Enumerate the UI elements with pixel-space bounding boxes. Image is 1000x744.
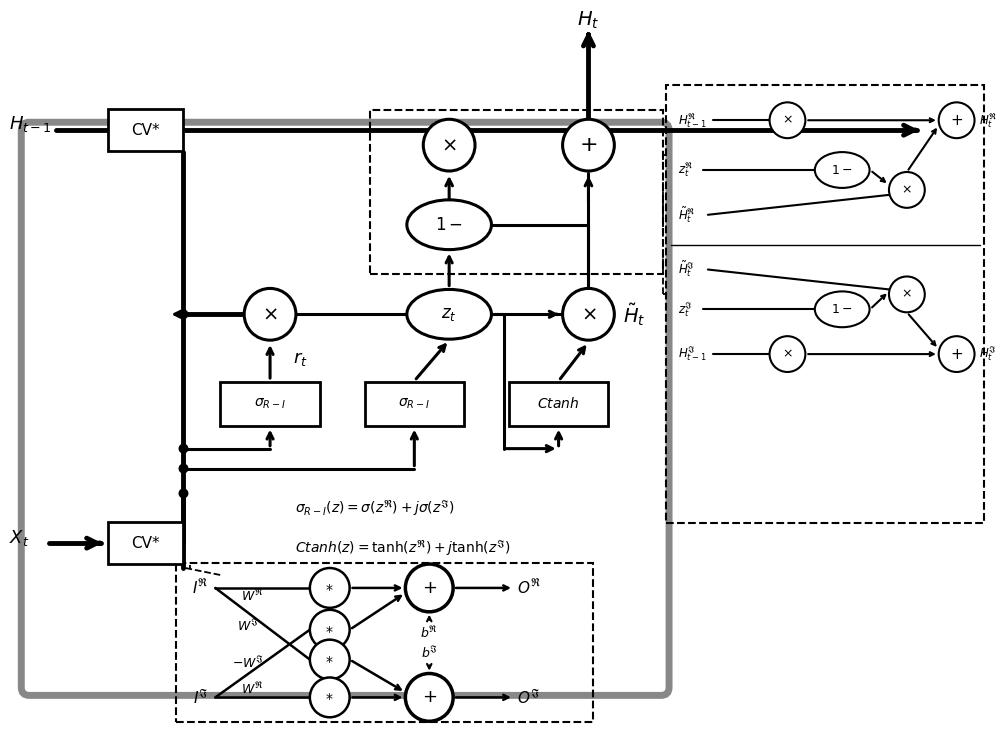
Text: $*$: $*$ bbox=[325, 652, 334, 667]
FancyBboxPatch shape bbox=[108, 109, 183, 151]
FancyBboxPatch shape bbox=[21, 122, 669, 696]
Text: $*$: $*$ bbox=[325, 623, 334, 637]
Circle shape bbox=[310, 610, 350, 650]
Text: $1-$: $1-$ bbox=[831, 303, 853, 315]
Text: $W^{\mathfrak{I}}$: $W^{\mathfrak{I}}$ bbox=[237, 618, 259, 634]
Text: $1-$: $1-$ bbox=[831, 164, 853, 176]
Text: $\times$: $\times$ bbox=[581, 305, 596, 324]
Text: $-W^{\mathfrak{I}}$: $-W^{\mathfrak{I}}$ bbox=[232, 655, 264, 672]
Text: $1-$: $1-$ bbox=[435, 216, 463, 234]
Text: $+$: $+$ bbox=[579, 135, 598, 155]
Text: $Ctanh(z)=\tanh(z^{\mathfrak{R}})+j\tanh(z^{\mathfrak{I}})$: $Ctanh(z)=\tanh(z^{\mathfrak{R}})+j\tanh… bbox=[295, 538, 510, 558]
Circle shape bbox=[244, 289, 296, 340]
FancyBboxPatch shape bbox=[220, 382, 320, 426]
Circle shape bbox=[179, 464, 188, 473]
Text: $\times$: $\times$ bbox=[441, 135, 457, 155]
Text: $\times$: $\times$ bbox=[782, 114, 793, 126]
Text: $\times$: $\times$ bbox=[262, 305, 278, 324]
Text: $I^{\mathfrak{R}}$: $I^{\mathfrak{R}}$ bbox=[192, 579, 209, 597]
FancyBboxPatch shape bbox=[509, 382, 608, 426]
Text: $O^{\mathfrak{I}}$: $O^{\mathfrak{I}}$ bbox=[517, 688, 540, 707]
Circle shape bbox=[770, 103, 805, 138]
Circle shape bbox=[310, 678, 350, 717]
Text: $W^{\mathfrak{R}}$: $W^{\mathfrak{R}}$ bbox=[241, 588, 263, 604]
Text: $b^{\mathfrak{I}}$: $b^{\mathfrak{I}}$ bbox=[421, 644, 438, 661]
Text: $\tilde{H}^{\mathfrak{I}}_t$: $\tilde{H}^{\mathfrak{I}}_t$ bbox=[678, 260, 695, 280]
Text: $\sigma_{R-I}(z)=\sigma(z^{\mathfrak{R}})+j\sigma(z^{\mathfrak{I}})$: $\sigma_{R-I}(z)=\sigma(z^{\mathfrak{R}}… bbox=[295, 498, 454, 519]
FancyBboxPatch shape bbox=[365, 382, 464, 426]
Text: $H^{\mathfrak{I}}_t$: $H^{\mathfrak{I}}_t$ bbox=[979, 344, 996, 364]
Circle shape bbox=[310, 568, 350, 608]
Text: $\times$: $\times$ bbox=[782, 347, 793, 361]
Text: $z^{\mathfrak{R}}_t$: $z^{\mathfrak{R}}_t$ bbox=[678, 161, 694, 179]
Text: $+$: $+$ bbox=[422, 579, 437, 597]
Text: $z_t$: $z_t$ bbox=[441, 305, 457, 324]
Ellipse shape bbox=[815, 292, 870, 327]
Text: $b^{\mathfrak{R}}$: $b^{\mathfrak{R}}$ bbox=[420, 625, 438, 641]
Text: $*$: $*$ bbox=[325, 690, 334, 705]
Text: $+$: $+$ bbox=[950, 113, 963, 128]
Circle shape bbox=[939, 103, 975, 138]
Circle shape bbox=[405, 673, 453, 721]
Text: $\sigma_{R-I}$: $\sigma_{R-I}$ bbox=[254, 397, 286, 411]
Text: $X_t$: $X_t$ bbox=[9, 528, 30, 548]
Text: $Ctanh$: $Ctanh$ bbox=[537, 397, 580, 411]
Circle shape bbox=[179, 443, 188, 454]
Text: CV*: CV* bbox=[131, 536, 160, 551]
Ellipse shape bbox=[407, 200, 491, 249]
Circle shape bbox=[423, 119, 475, 171]
Text: $z^{\mathfrak{I}}_t$: $z^{\mathfrak{I}}_t$ bbox=[678, 300, 693, 318]
Text: $\times$: $\times$ bbox=[901, 288, 912, 301]
Ellipse shape bbox=[407, 289, 491, 339]
Text: $\tilde{H}^{\mathfrak{R}}_t$: $\tilde{H}^{\mathfrak{R}}_t$ bbox=[678, 205, 696, 225]
Text: $W^{\mathfrak{R}}$: $W^{\mathfrak{R}}$ bbox=[241, 682, 263, 697]
Text: $H_t$: $H_t$ bbox=[577, 10, 600, 31]
Text: $I^{\mathfrak{I}}$: $I^{\mathfrak{I}}$ bbox=[193, 688, 208, 707]
Text: $+$: $+$ bbox=[950, 347, 963, 362]
Text: $O^{\mathfrak{R}}$: $O^{\mathfrak{R}}$ bbox=[517, 579, 541, 597]
Circle shape bbox=[405, 564, 453, 612]
Text: $H^{\mathfrak{R}}_t$: $H^{\mathfrak{R}}_t$ bbox=[979, 111, 997, 129]
FancyBboxPatch shape bbox=[108, 522, 183, 564]
Text: $*$: $*$ bbox=[325, 581, 334, 595]
Text: $\tilde{H}_t$: $\tilde{H}_t$ bbox=[623, 301, 646, 327]
Circle shape bbox=[563, 289, 614, 340]
Circle shape bbox=[770, 336, 805, 372]
Text: $\sigma_{R-I}$: $\sigma_{R-I}$ bbox=[398, 397, 430, 411]
Text: $\times$: $\times$ bbox=[901, 184, 912, 196]
Circle shape bbox=[310, 640, 350, 679]
Text: $+$: $+$ bbox=[422, 688, 437, 706]
Circle shape bbox=[889, 277, 925, 312]
Ellipse shape bbox=[815, 152, 870, 188]
Circle shape bbox=[179, 488, 188, 498]
Circle shape bbox=[563, 119, 614, 171]
Text: $H_{t-1}$: $H_{t-1}$ bbox=[9, 115, 52, 134]
Text: CV*: CV* bbox=[131, 123, 160, 138]
Circle shape bbox=[179, 310, 188, 319]
Text: $r_t$: $r_t$ bbox=[293, 350, 307, 368]
Circle shape bbox=[939, 336, 975, 372]
Text: $H^{\mathfrak{R}}_{t-1}$: $H^{\mathfrak{R}}_{t-1}$ bbox=[678, 111, 707, 129]
Circle shape bbox=[889, 172, 925, 208]
Text: $H^{\mathfrak{I}}_{t-1}$: $H^{\mathfrak{I}}_{t-1}$ bbox=[678, 344, 707, 364]
